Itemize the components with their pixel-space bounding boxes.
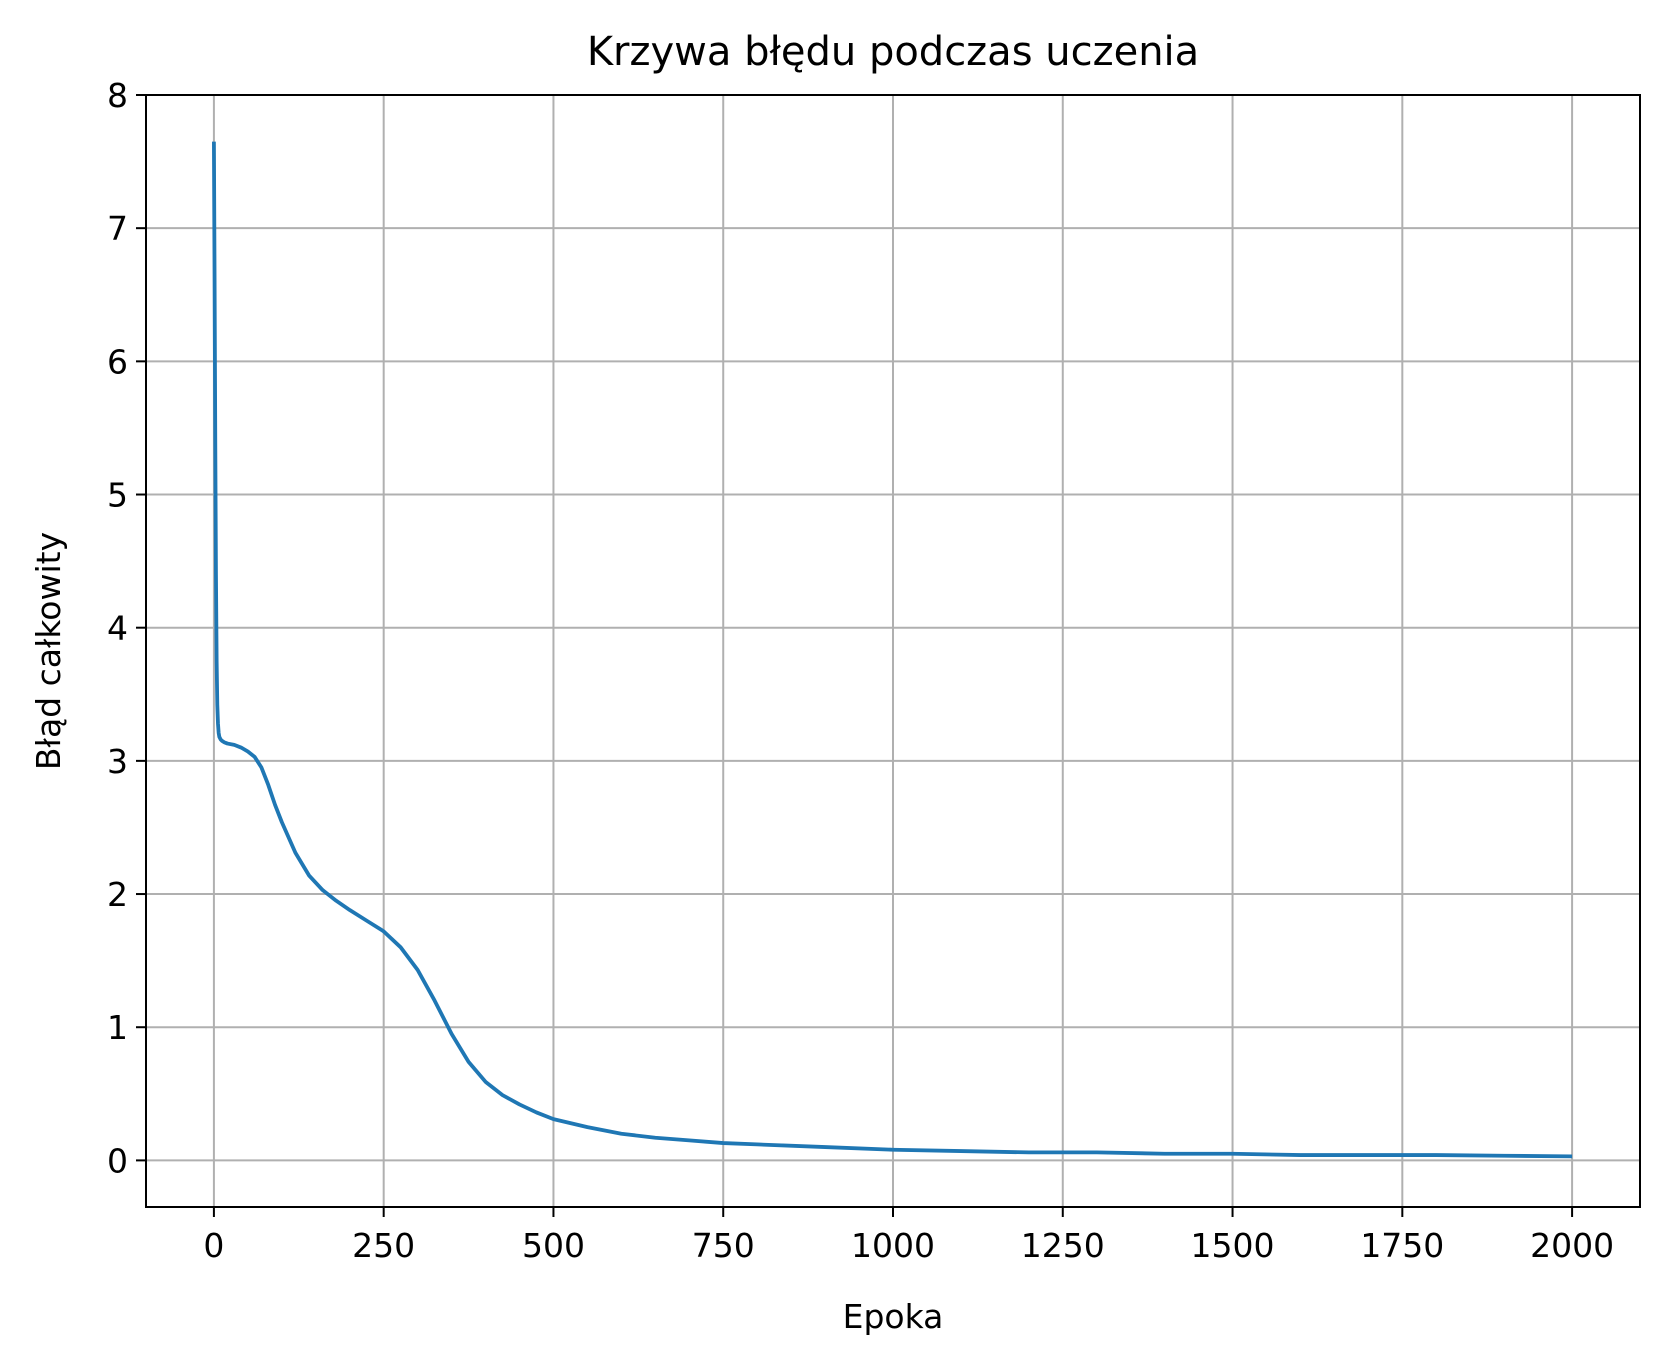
y-tick-label: 8 xyxy=(107,76,128,115)
y-tick-label: 2 xyxy=(107,875,128,914)
y-tick-label: 3 xyxy=(107,742,128,781)
y-tick-label: 6 xyxy=(107,342,128,381)
x-axis: 0 250 500 750 1000 1250 1500 1750 2000 xyxy=(203,1207,1614,1265)
y-tick-label: 0 xyxy=(107,1141,128,1180)
x-tick-label: 750 xyxy=(692,1226,755,1265)
x-axis-label: Epoka xyxy=(843,1297,944,1336)
y-axis-label: Błąd całkowity xyxy=(29,532,68,770)
x-tick-label: 500 xyxy=(522,1226,585,1265)
y-tick-label: 7 xyxy=(107,209,128,248)
chart-title: Krzywa błędu podczas uczenia xyxy=(587,29,1199,75)
y-axis: 0 1 2 3 4 5 6 7 8 xyxy=(107,76,146,1180)
x-tick-label: 1500 xyxy=(1191,1226,1275,1265)
grid xyxy=(146,94,1640,1207)
y-tick-label: 1 xyxy=(107,1008,128,1047)
series-line xyxy=(212,141,1573,1159)
x-tick-label: 1250 xyxy=(1021,1226,1105,1265)
series-layer xyxy=(212,141,1573,1159)
x-tick-label: 1750 xyxy=(1360,1226,1444,1265)
y-tick-label: 5 xyxy=(107,476,128,515)
x-tick-label: 1000 xyxy=(851,1226,935,1265)
x-tick-label: 2000 xyxy=(1530,1226,1614,1265)
x-tick-label: 0 xyxy=(203,1226,224,1265)
x-tick-label: 250 xyxy=(352,1226,415,1265)
y-tick-label: 4 xyxy=(107,609,128,648)
